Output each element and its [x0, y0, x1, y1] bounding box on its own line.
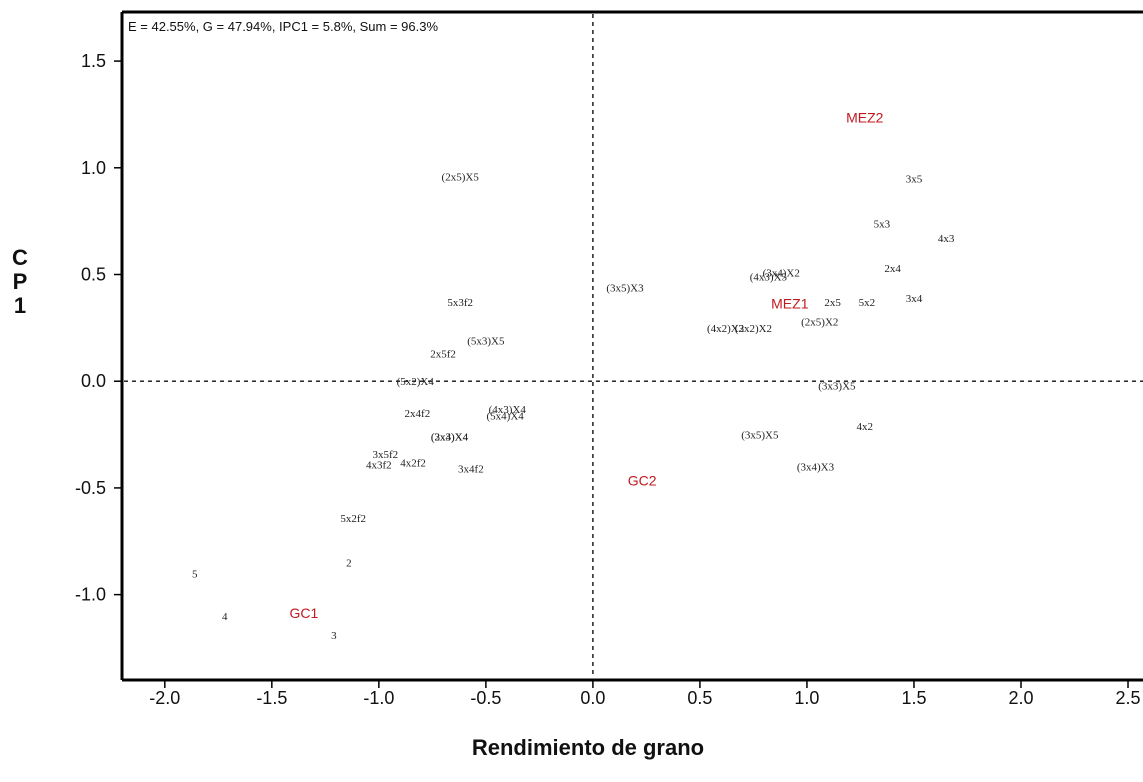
- genotype-point-label: (3x4)X4: [431, 432, 469, 444]
- x-tick-label: 0.0: [580, 688, 605, 708]
- x-tick-label: -1.5: [256, 688, 287, 708]
- genotype-point-label: 4x2: [856, 421, 873, 433]
- x-tick-label: 2.5: [1116, 688, 1141, 708]
- y-tick-label: -0.5: [75, 478, 106, 498]
- y-axis-title-line: 1: [14, 293, 26, 318]
- environment-point-label: GC1: [290, 605, 319, 621]
- genotype-point-label: (2x3)X4: [431, 432, 469, 444]
- y-tick-label: 1.0: [81, 158, 106, 178]
- environment-point-label: GC2: [628, 473, 657, 489]
- genotype-point-label: 3x4f2: [458, 464, 484, 476]
- genotype-point-label: 4x3: [938, 233, 955, 245]
- y-axis-title-line: P: [13, 269, 28, 294]
- x-tick-label: 0.5: [687, 688, 712, 708]
- y-tick-label: 0.5: [81, 265, 106, 285]
- y-tick-label: -1.0: [75, 585, 106, 605]
- environment-point-label: MEZ1: [771, 295, 809, 311]
- y-tick-label: 0.0: [81, 371, 106, 391]
- y-axis-title-line: C: [12, 245, 28, 270]
- genotype-point-label: 2x5f2: [430, 348, 456, 360]
- environment-point-label: MEZ2: [846, 110, 884, 126]
- genotype-point-label: (5x4)X4: [487, 410, 525, 422]
- genotype-point-label: (3x4)X3: [797, 462, 835, 474]
- genotype-point-label: (4x3)X4: [489, 404, 527, 416]
- genotype-point-label: (3x2)X2: [735, 323, 772, 335]
- genotype-point-label: 4: [222, 611, 228, 623]
- genotype-point-label: (3x5)X3: [606, 282, 644, 294]
- genotype-point-label: 2x5: [824, 297, 841, 309]
- genotype-point-label: 3: [331, 630, 337, 642]
- genotype-point-label: 3x5f2: [372, 449, 398, 461]
- genotype-point-label: 4x3f2: [366, 459, 392, 471]
- genotype-point-label: 5x3f2: [447, 297, 473, 309]
- variance-annotation: E = 42.55%, G = 47.94%, IPC1 = 5.8%, Sum…: [128, 19, 438, 34]
- genotype-point-label: 3x4: [906, 293, 923, 305]
- genotype-point-label: (5x2)X4: [397, 376, 435, 388]
- genotype-point-label: 5x3: [874, 218, 891, 230]
- genotype-point-label: 2x4: [884, 263, 901, 275]
- genotype-point-label: (3x5)X5: [741, 430, 779, 442]
- genotype-point-label: (4x2)X2: [707, 323, 744, 335]
- genotype-point-label: 5: [192, 568, 198, 580]
- genotype-point-label: (3x3)X5: [818, 380, 856, 392]
- genotype-point-label: 2: [346, 558, 352, 570]
- x-tick-label: -2.0: [149, 688, 180, 708]
- genotype-point-label: (5x3)X5: [467, 336, 505, 348]
- genotype-point-label: (3x4)X2: [763, 267, 800, 279]
- genotype-point-label: 5x2: [859, 297, 876, 309]
- x-tick-label: 2.0: [1008, 688, 1033, 708]
- genotype-point-label: (2x5)X2: [801, 316, 838, 328]
- genotype-point-label: (2x5)X5: [442, 171, 480, 183]
- y-tick-label: 1.5: [81, 51, 106, 71]
- x-tick-label: -1.0: [363, 688, 394, 708]
- genotype-point-label: 4x2f2: [400, 457, 426, 469]
- genotype-point-label: (4x3)X5: [750, 272, 788, 284]
- x-axis-title: Rendimiento de grano: [472, 735, 704, 760]
- genotype-point-label: 5x2f2: [340, 513, 366, 525]
- x-tick-label: 1.5: [901, 688, 926, 708]
- x-tick-label: -0.5: [470, 688, 501, 708]
- genotype-point-label: 2x4f2: [405, 408, 431, 420]
- genotype-point-label: 3x5: [906, 173, 923, 185]
- x-tick-label: 1.0: [794, 688, 819, 708]
